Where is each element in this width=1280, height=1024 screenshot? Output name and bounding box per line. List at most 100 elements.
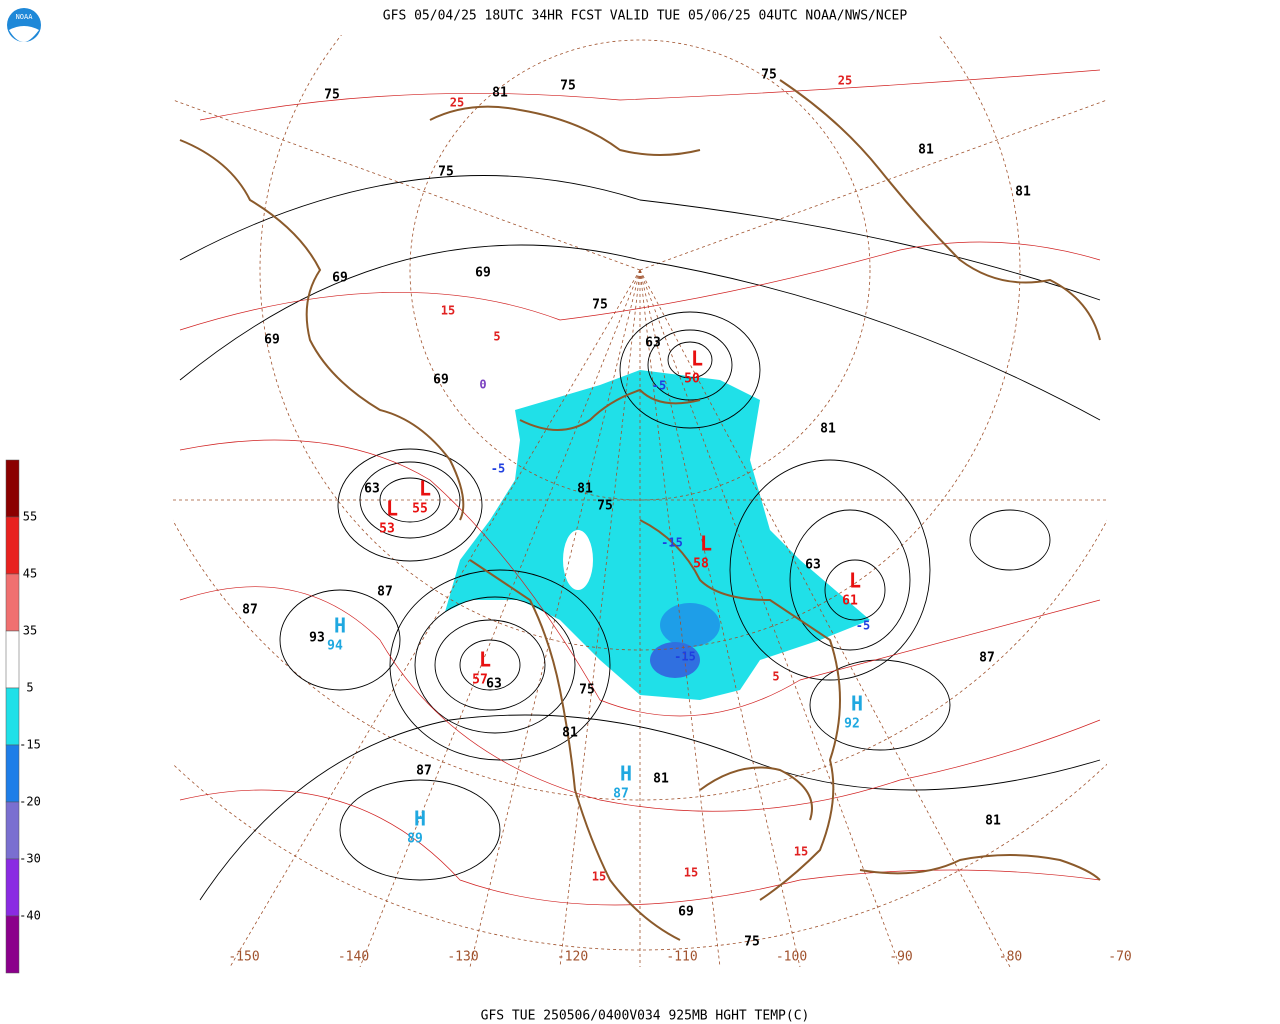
center-symbol: L	[700, 532, 712, 556]
longitude-labels: -150 -140 -130 -120 -110 -100 -90 -80 -70	[228, 950, 1131, 965]
temp-label: 15	[684, 866, 698, 880]
center-symbol: L	[386, 497, 398, 521]
height-label: 75	[597, 499, 613, 514]
temp-label: -5	[856, 619, 870, 633]
temp-label: -5	[491, 462, 505, 476]
center-value: 61	[842, 594, 858, 609]
height-label: 81	[562, 726, 578, 741]
height-label: 81	[1015, 185, 1031, 200]
height-label: 63	[805, 558, 821, 573]
legend-label: 55	[23, 510, 37, 524]
caption: GFS TUE 250506/0400V034 925MB HGHT TEMP(…	[481, 1009, 810, 1024]
height-label: 87	[416, 764, 432, 779]
longitude-label: -100	[776, 950, 807, 965]
temp-label: 5	[772, 670, 779, 684]
longitude-label: -150	[228, 950, 259, 965]
warm-gap	[563, 530, 593, 590]
legend-label: -15	[19, 738, 41, 752]
longitude-label: -140	[338, 950, 369, 965]
center-value: 58	[693, 557, 709, 572]
temp-label: 25	[838, 74, 852, 88]
logo-wave	[9, 26, 39, 42]
longitude-label: -110	[666, 950, 697, 965]
legend-swatch	[5, 915, 20, 974]
legend-label: -20	[19, 795, 41, 809]
height-label: 87	[242, 603, 258, 618]
legend-label: -30	[19, 852, 41, 866]
height-label: 81	[653, 772, 669, 787]
height-label: 87	[377, 585, 393, 600]
center-symbol: H	[851, 692, 863, 716]
height-label: 69	[332, 271, 348, 286]
height-label: 75	[592, 298, 608, 313]
center-symbol: L	[479, 648, 491, 672]
height-label: 81	[918, 143, 934, 158]
temp-label: 15	[441, 304, 455, 318]
legend-swatch	[5, 687, 20, 746]
legend-label: 35	[23, 624, 37, 638]
legend-label: 45	[23, 567, 37, 581]
height-label: 75	[324, 88, 340, 103]
temp-contours	[179, 69, 1101, 906]
height-label: 75	[761, 68, 777, 83]
center-value: 57	[472, 673, 488, 688]
center-value: 55	[412, 502, 428, 517]
center-symbol: H	[334, 614, 346, 638]
center-symbol: H	[620, 762, 632, 786]
height-label: 75	[579, 683, 595, 698]
legend-label: 5	[26, 681, 33, 695]
map-body	[173, 35, 1107, 967]
longitude-label: -80	[999, 950, 1022, 965]
center-value: 89	[407, 832, 423, 847]
temp-label: 15	[592, 870, 606, 884]
title: GFS 05/04/25 18UTC 34HR FCST VALID TUE 0…	[383, 9, 908, 24]
longitude-label: -90	[889, 950, 912, 965]
center-symbol: H	[414, 807, 426, 831]
temp-label: 0	[479, 378, 486, 392]
center-symbol: L	[419, 477, 431, 501]
temp-label: -15	[674, 650, 696, 664]
longitude-label: -120	[557, 950, 588, 965]
temp-label: 5	[493, 330, 500, 344]
logo-text: NOAA	[16, 13, 34, 21]
longitude-label: -70	[1108, 950, 1131, 965]
legend-swatch	[5, 801, 20, 860]
temp-label: 15	[794, 845, 808, 859]
center-value: 87	[613, 787, 629, 802]
graticule	[173, 35, 1107, 967]
height-label: 69	[433, 373, 449, 388]
temp-label: -15	[661, 536, 683, 550]
height-contours	[179, 175, 1101, 901]
center-symbol: L	[691, 347, 703, 371]
legend-swatch	[5, 744, 20, 803]
height-label: 93	[309, 631, 325, 646]
center-value: 53	[379, 522, 395, 537]
center-value: 94	[327, 639, 343, 654]
height-label: 75	[744, 935, 760, 950]
height-label: 75	[560, 79, 576, 94]
temp-labels: 25 25 15 5 0 -5 -5 -15 -15 5 15 15 15 -5	[441, 74, 870, 884]
height-label: 75	[438, 165, 454, 180]
height-label: 63	[645, 336, 661, 351]
height-label: 81	[492, 86, 508, 101]
legend-swatch	[5, 573, 20, 632]
height-label: 69	[678, 905, 694, 920]
temp-label: 25	[450, 96, 464, 110]
legend-swatch	[5, 516, 20, 575]
color-legend: 55 45 35 5 -15 -20 -30 -40	[5, 459, 41, 974]
height-label: 81	[577, 482, 593, 497]
height-label: 81	[820, 422, 836, 437]
legend-swatch	[5, 858, 20, 917]
coastlines	[179, 79, 1101, 941]
legend-label: -40	[19, 909, 41, 923]
center-value: 92	[844, 717, 860, 732]
height-label: 69	[264, 333, 280, 348]
cold-core	[650, 642, 700, 678]
height-label: 69	[475, 266, 491, 281]
legend-swatch	[5, 630, 20, 689]
temp-label: -5	[652, 379, 666, 393]
center-symbol: L	[849, 569, 861, 593]
